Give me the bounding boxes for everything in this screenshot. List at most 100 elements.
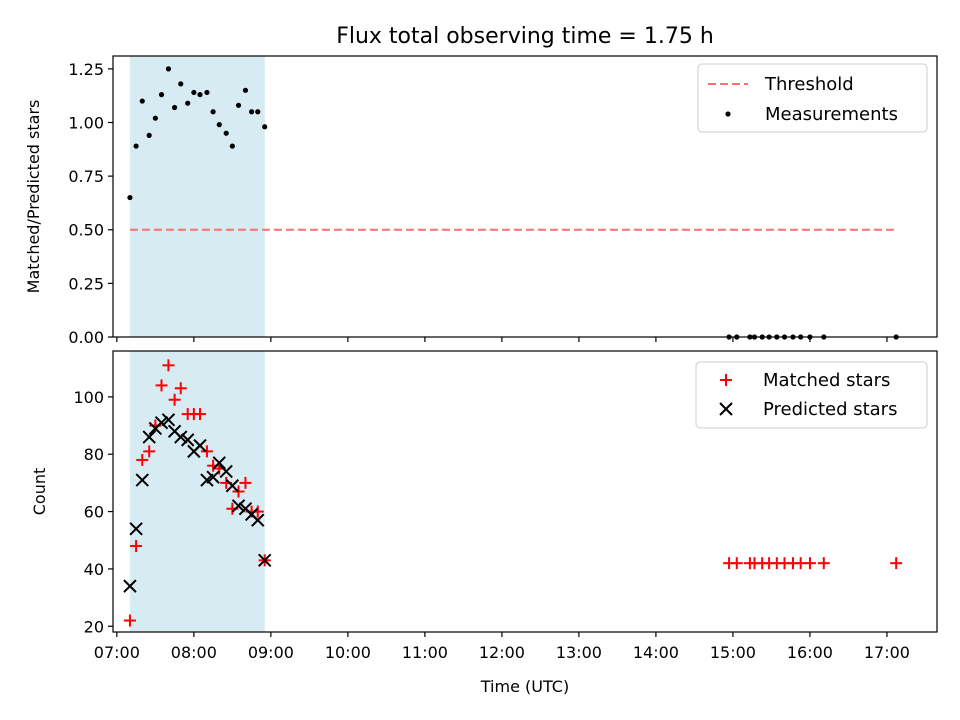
measurement-point: [229, 143, 235, 149]
y-tick-label: 0.50: [68, 221, 104, 240]
bottom-y-ticks: 20 40 60 80 100: [73, 388, 113, 636]
y-tick-label: 0.25: [68, 274, 104, 293]
top-panel: 0.00 0.25 0.50 0.75 1.00 1.25 Matched/Predict…: [24, 55, 938, 347]
predicted-star-point: [129, 522, 143, 536]
predicted-star-point: [219, 464, 233, 479]
predicted-star-stroke-b: [135, 473, 149, 487]
predicted-star-stroke-b: [129, 522, 143, 536]
predicted-star-stroke-b: [231, 499, 246, 513]
matched-star-point: [174, 382, 187, 395]
predicted-star-stroke-b: [251, 513, 265, 527]
predicted-star-point: [258, 553, 272, 568]
measurement-point: [223, 130, 229, 136]
x-tick-label: 12:00: [479, 643, 525, 662]
predicted-star-stroke-b: [219, 464, 233, 479]
matched-star-point: [143, 445, 156, 458]
predicted-star-stroke-b: [225, 479, 240, 493]
measurement-point: [172, 104, 178, 111]
measurement-point: [127, 194, 133, 201]
legend-threshold-label: Threshold: [764, 74, 854, 95]
predicted-star-point: [206, 470, 220, 484]
matched-star-point: [730, 557, 743, 570]
predicted-star-stroke-b: [258, 553, 272, 568]
x-tick-label: 17:00: [864, 643, 910, 662]
measurement-point: [152, 115, 158, 121]
x-tick-label: 16:00: [787, 643, 833, 662]
matched-star-point: [817, 557, 830, 570]
bottom-y-axis-label: Count: [30, 468, 49, 516]
predicted-star-point: [135, 473, 149, 487]
bottom-x-ticks: 07:00 08:00 09:00 10:00 11:00 12:00 13:00 14:00…: [94, 632, 910, 662]
predicted-star-stroke-b: [193, 438, 207, 453]
predicted-star-point: [142, 430, 156, 444]
x-tick-label: 07:00: [94, 643, 140, 662]
predicted-star-point: [231, 499, 246, 513]
matched-star-point: [162, 359, 175, 372]
x-tick-label: 08:00: [171, 643, 217, 662]
measurement-point: [178, 81, 184, 87]
y-tick-label: 60: [84, 503, 104, 522]
measurement-point: [204, 89, 210, 96]
measurement-point: [249, 109, 255, 115]
matched-star-point: [155, 379, 168, 392]
predicted-star-point: [161, 413, 176, 427]
x-tick-label: 11:00: [402, 643, 448, 662]
predicted-star-point: [174, 430, 188, 444]
predicted-star-point: [225, 479, 240, 493]
predicted-star-point: [154, 415, 169, 430]
predicted-star-point: [123, 579, 137, 593]
top-y-axis-label: Matched/Predicted stars: [24, 100, 43, 294]
top-y-ticks: 0.00 0.25 0.50 0.75 1.00 1.25: [68, 60, 113, 347]
x-tick-label: 09:00: [248, 643, 294, 662]
y-tick-label: 40: [84, 560, 104, 579]
top-observing-span: [129, 56, 265, 337]
predicted-star-stroke-b: [161, 413, 176, 427]
matched-star-point: [130, 539, 143, 552]
predicted-star-stroke-b: [154, 415, 169, 430]
matched-star-point: [136, 453, 149, 466]
legend-predicted-label: Predicted stars: [763, 399, 897, 420]
measurement-point: [210, 109, 216, 115]
legend-matched-marker: [720, 374, 732, 386]
predicted-star-stroke-b: [174, 430, 188, 444]
measurement-point: [158, 92, 165, 98]
measurement-point: [146, 132, 152, 138]
x-tick-label: 15:00: [710, 643, 756, 662]
bottom-legend: Matched stars Predicted stars: [695, 361, 928, 429]
legend-matched-label: Matched stars: [763, 370, 890, 391]
predicted-star-point: [193, 438, 207, 453]
predicted-star-stroke-b: [123, 579, 137, 593]
y-tick-label: 0.00: [68, 328, 104, 347]
matched-star-point: [200, 445, 213, 458]
measurement-point: [139, 98, 145, 104]
legend-measurements-label: Measurements: [765, 104, 898, 125]
predicted-star-stroke-b: [180, 433, 195, 447]
chart-title: Flux total observing time = 1.75 h: [336, 24, 714, 49]
predicted-star-stroke-b: [212, 456, 226, 470]
measurement-point: [133, 143, 139, 149]
measurement-point: [216, 122, 222, 128]
x-tick-label: 13:00: [556, 643, 602, 662]
matched-star-point: [168, 393, 181, 406]
y-tick-label: 80: [84, 445, 104, 464]
bottom-panel: 20 40 60 80 100 07:00 08:00 09:00 10:00 11:00 12:…: [30, 350, 938, 696]
top-axes-frame: [112, 55, 938, 338]
x-tick-label: 10:00: [325, 643, 371, 662]
measurement-point: [242, 87, 249, 93]
measurement-point: [255, 109, 261, 115]
predicted-star-stroke-b: [142, 430, 156, 444]
predicted-star-point: [212, 456, 226, 470]
legend-measurements-marker: [725, 111, 731, 117]
x-tick-label: 14:00: [633, 643, 679, 662]
predicted-star-point: [180, 433, 195, 447]
measurement-point: [165, 66, 172, 72]
matched-star-point: [803, 557, 816, 570]
matched-star-point: [890, 557, 903, 570]
y-tick-label: 100: [73, 388, 104, 407]
measurement-point: [262, 124, 268, 130]
legend-predicted-marker: [719, 402, 733, 416]
measurement-point: [185, 100, 191, 106]
predicted-star-point: [251, 513, 265, 527]
y-tick-label: 0.75: [68, 167, 104, 186]
